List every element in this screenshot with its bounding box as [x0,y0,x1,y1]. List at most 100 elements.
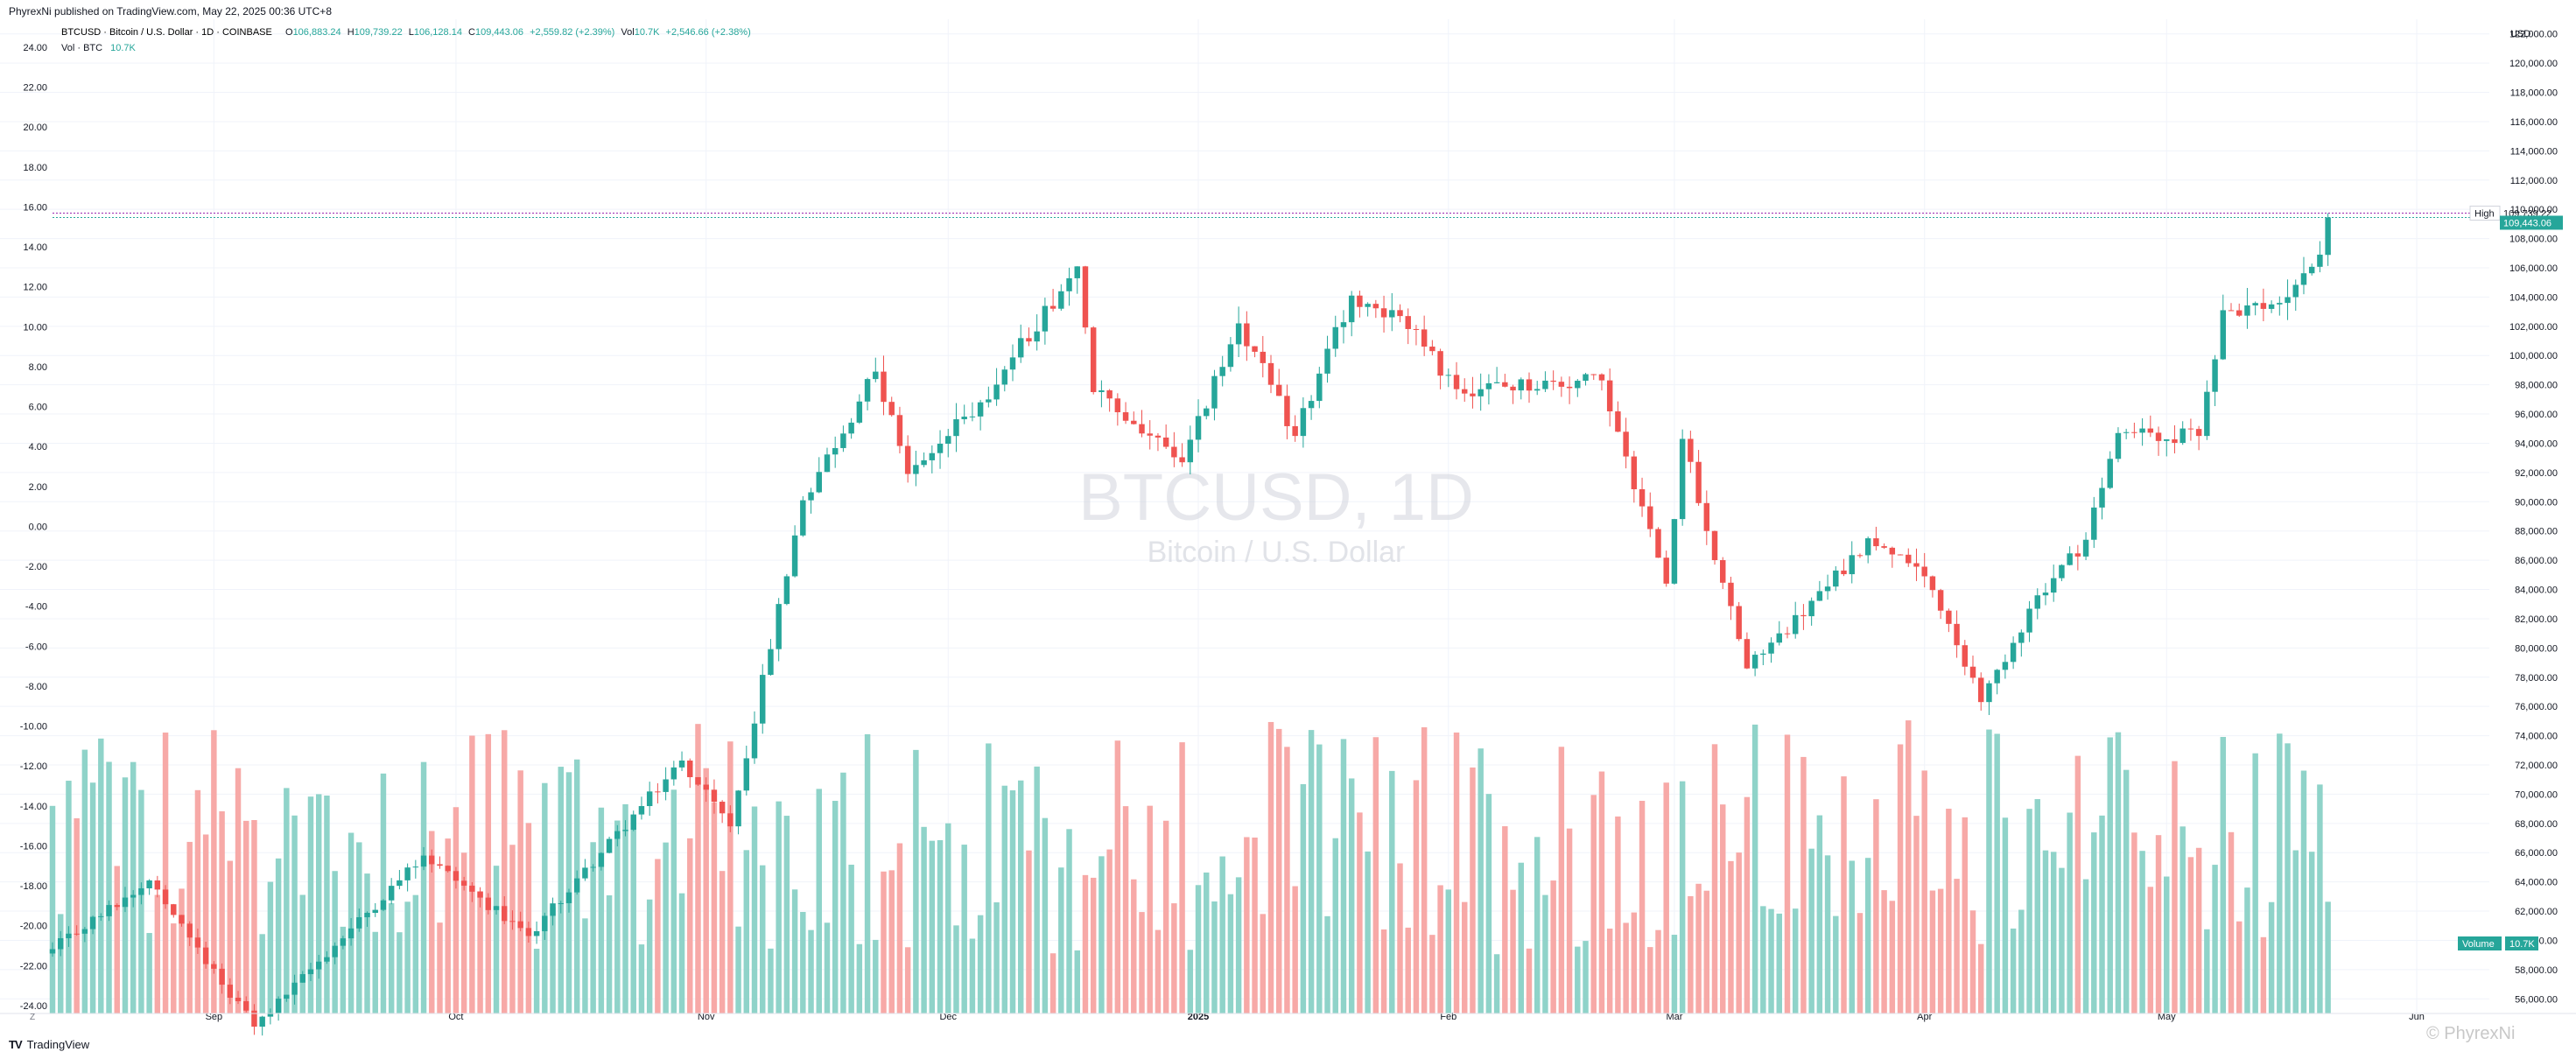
volume-bar [2091,832,2097,1013]
candle-body [340,938,347,946]
candle-body [1542,380,1548,389]
candle-body [816,472,822,493]
price-lines [53,213,2489,218]
volume-bar [1679,781,1686,1013]
price-axis[interactable]: 56,000.0058,000.0060,000.0062,000.0064,0… [2509,30,2558,1006]
volume-bar [2082,879,2089,1013]
candle-body [598,852,605,867]
candle-body [1550,380,1556,382]
candle-body [49,949,56,954]
candle-body [429,855,435,865]
candle-body [1332,326,1338,349]
candle-body [1260,351,1267,363]
candle-body [937,443,944,453]
candle-body [1639,489,1646,507]
candle-body [194,937,201,948]
volume-bar [1389,770,1395,1013]
volume-bar [1275,728,1282,1013]
volume-bar [235,768,242,1013]
volume-bar [1082,874,1089,1013]
volume-bar [1962,817,1969,1013]
volume-bar [1357,812,1363,1013]
volume-bar [1155,929,1162,1013]
volume-bar [517,770,523,1013]
volume-bar [227,860,234,1013]
candle-body [873,371,879,380]
price-tick-label: 86,000.00 [2515,556,2558,566]
candle-body [2050,578,2057,593]
candle-body [1139,424,1145,434]
volume-bar [259,934,265,1013]
price-tick-label: 100,000.00 [2509,351,2558,361]
time-axis-corner: Z [30,1013,35,1022]
candle-body [695,776,701,785]
legend-close: 109,443.06 [475,27,523,38]
candle-body [808,492,814,501]
volume-bar [993,901,1000,1013]
legend-volume-value: 10.7K [110,43,136,53]
volume-bar [1470,767,1476,1013]
left-tick-label: 16.00 [23,202,47,213]
candle-body [565,892,572,903]
candle-body [1155,435,1162,438]
volume-bar [1147,805,1153,1013]
tradingview-logo[interactable]: TV TradingView [9,1038,89,1051]
volume-bar [1913,816,1920,1013]
candle-body [573,878,580,893]
volume-bar [2034,799,2040,1013]
candle-body [2107,459,2113,488]
volume-bar [460,852,467,1013]
volume-bar [1720,804,1726,1013]
candle-body [929,452,936,460]
candlestick-chart[interactable]: BTCUSD, 1D Bitcoin / U.S. Dollar 56,000.… [0,19,2576,1041]
volume-bar [1663,782,1669,1013]
high-label-bg [2469,206,2501,221]
candle-body [1421,329,1428,347]
candle-body [783,576,790,605]
candle-body [1316,373,1323,402]
price-tick-label: 72,000.00 [2515,761,2558,771]
candle-body [98,915,104,917]
candle-body [1688,438,1694,462]
candle-body [2123,431,2130,433]
chart-area[interactable]: BTCUSD, 1D Bitcoin / U.S. Dollar 56,000.… [0,19,2576,1041]
candle-body [1744,639,1751,669]
legend-change: +2,559.82 (+2.39%) [530,27,614,38]
social-watermark: © PhyrexNi [2426,1024,2516,1043]
candle-body [437,864,443,866]
candle-body [2059,565,2065,579]
candle-body [1728,582,1734,607]
candle-body [1122,412,1129,421]
candle-body [162,889,169,905]
volume-bar [614,820,621,1013]
candle-body [2139,428,2145,433]
volume-bar [1502,826,1508,1013]
candle-body [986,399,992,403]
volume-bar [2212,865,2218,1013]
volume-bar [2236,921,2243,1013]
candle-body [380,900,387,910]
volume-bar [760,865,766,1013]
legend-high: 109,739.22 [354,27,403,38]
volume-bar [1760,906,1766,1013]
volume-bar [1542,894,1548,1013]
legend-open-label: O [285,27,293,38]
volume-bar [284,788,290,1013]
time-axis[interactable]: Sep Oct Nov Dec 2025 Feb Mar Apr May Jun [0,1012,2576,1022]
candle-body [848,422,854,434]
volume-bar [800,912,806,1013]
volume-bar [1639,801,1646,1013]
left-tick-label: -2.00 [25,562,47,572]
price-tick-label: 106,000.00 [2509,263,2558,274]
candle-body [1881,546,1887,548]
last-price-value: 109,443.06 [2503,218,2551,228]
candle-body [614,831,621,839]
candle-body [856,401,863,423]
volume-bar [1768,908,1774,1013]
candle-body [2179,428,2186,444]
candle-body [921,459,927,466]
candle-body [493,906,500,910]
price-tick-label: 110,000.00 [2510,205,2558,215]
volume-bar [154,894,161,1013]
volume-bar [364,873,370,1013]
